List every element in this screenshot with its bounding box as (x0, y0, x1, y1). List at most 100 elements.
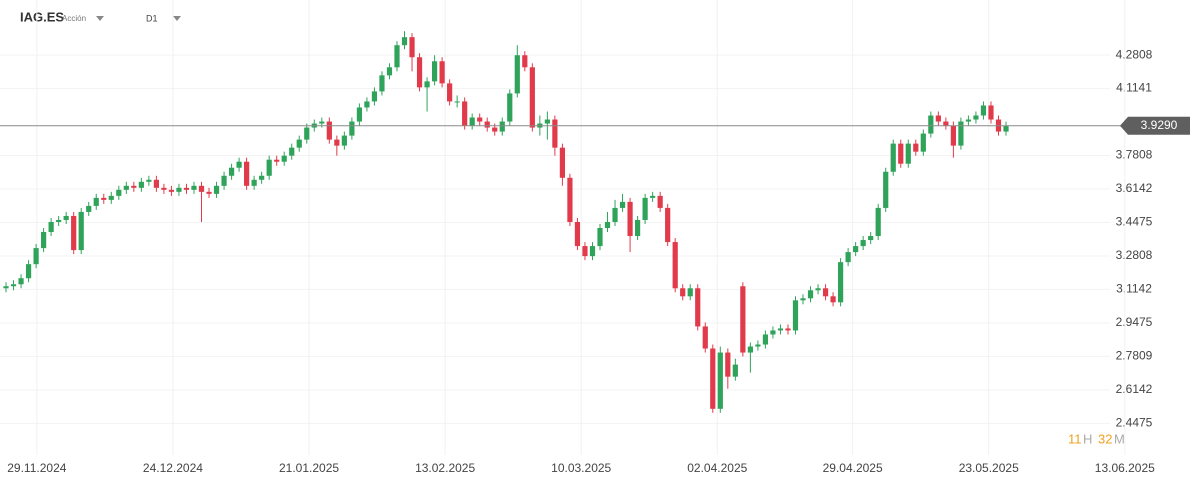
candle-body (439, 61, 445, 84)
candle-body (304, 127, 310, 140)
candle-body (326, 121, 332, 140)
candle-body (830, 296, 836, 303)
candle-body (973, 115, 979, 120)
candle-body (349, 121, 355, 136)
candle-body (680, 288, 686, 297)
candle-body (717, 352, 723, 409)
candle-body (522, 55, 528, 68)
y-tick-label: 2.6142 (1116, 382, 1153, 396)
y-tick-label: 2.7809 (1116, 349, 1153, 363)
candle-body (206, 191, 212, 194)
candle-body (582, 246, 588, 257)
candle-body (762, 334, 769, 345)
candle-body (25, 264, 32, 279)
candle-body (604, 221, 611, 229)
candle-body (469, 117, 475, 126)
candle-body (860, 240, 866, 247)
candle-body (266, 159, 272, 176)
candle-body (41, 232, 47, 249)
asset-type: Acción (62, 14, 86, 23)
candle-body (898, 143, 904, 164)
candle-body (785, 328, 791, 331)
y-tick-label: 3.7808 (1116, 148, 1153, 162)
x-tick-label: 02.04.2025 (687, 461, 747, 475)
candle-body (838, 262, 844, 303)
candle-body (650, 195, 656, 198)
candle-body (364, 101, 370, 108)
countdown-unit: H (1083, 431, 1092, 446)
candle-body (807, 290, 814, 299)
candle-body (386, 67, 393, 76)
candle-body (980, 105, 987, 116)
candle-body (905, 143, 911, 164)
candle-body (281, 155, 287, 162)
candle-body (33, 248, 39, 265)
candle-body (319, 121, 325, 124)
candle-body (597, 228, 603, 247)
candle-body (48, 221, 54, 233)
candle-body (800, 298, 806, 301)
candle-body (567, 177, 573, 222)
x-tick-label: 13.02.2025 (415, 461, 475, 475)
candle-body (296, 139, 302, 148)
x-tick-label: 13.06.2025 (1095, 461, 1155, 475)
candle-body (176, 187, 182, 192)
candle-body (93, 197, 99, 206)
candle-body (875, 207, 881, 237)
candle-body (544, 119, 550, 124)
candle-body (3, 286, 9, 289)
candle-body (86, 205, 92, 212)
x-tick-label: 24.12.2024 (143, 461, 203, 475)
y-tick-label: 3.2808 (1116, 248, 1153, 262)
candle-body (63, 215, 69, 220)
candle-body (274, 159, 280, 162)
candle-body (883, 171, 889, 208)
candle-body (424, 81, 430, 88)
candle-body (116, 189, 122, 196)
dropdown-arrow[interactable] (173, 16, 181, 21)
x-tick-label: 29.04.2025 (823, 461, 883, 475)
dropdown-arrow[interactable] (96, 16, 104, 21)
candle-body (770, 330, 776, 335)
candle-body (244, 161, 250, 186)
candle-body (777, 328, 784, 331)
candle-body (710, 348, 716, 409)
candle-body (161, 187, 167, 190)
x-tick-label: 10.03.2025 (551, 461, 611, 475)
candle-body (409, 37, 415, 58)
candle-body (634, 219, 641, 237)
timeframe[interactable]: D1 (146, 13, 158, 23)
candle-body (965, 119, 972, 122)
candle-body (822, 288, 829, 297)
symbol: IAG.ES (20, 9, 64, 24)
candle-body (56, 219, 62, 222)
candle-body (868, 236, 874, 241)
candle-body (10, 284, 17, 287)
candle-body (447, 83, 453, 102)
candle-body (935, 115, 941, 122)
candle-body (747, 346, 753, 353)
candle-body (958, 121, 964, 146)
candle-body (853, 246, 859, 253)
candle-body (251, 179, 257, 186)
candle-body (123, 185, 129, 190)
candle-body (401, 37, 408, 46)
candle-body (228, 167, 235, 176)
candle-body (725, 352, 731, 377)
candle-body (529, 67, 535, 128)
y-tick-label: 3.6142 (1116, 181, 1153, 195)
candle-body (665, 207, 671, 243)
y-tick-label: 4.1141 (1116, 81, 1152, 95)
candle-body (138, 181, 144, 188)
y-tick-label: 3.1142 (1116, 282, 1152, 296)
candle-body (146, 179, 152, 182)
candle-body (153, 179, 159, 188)
y-tick-label: 4.2808 (1116, 47, 1153, 61)
candle-body (379, 75, 385, 92)
candle-body (589, 246, 596, 257)
candle-body (507, 93, 513, 122)
candle-body (356, 107, 362, 122)
candle-body (477, 117, 483, 122)
candle-body (612, 207, 618, 222)
candle-body (574, 221, 581, 247)
